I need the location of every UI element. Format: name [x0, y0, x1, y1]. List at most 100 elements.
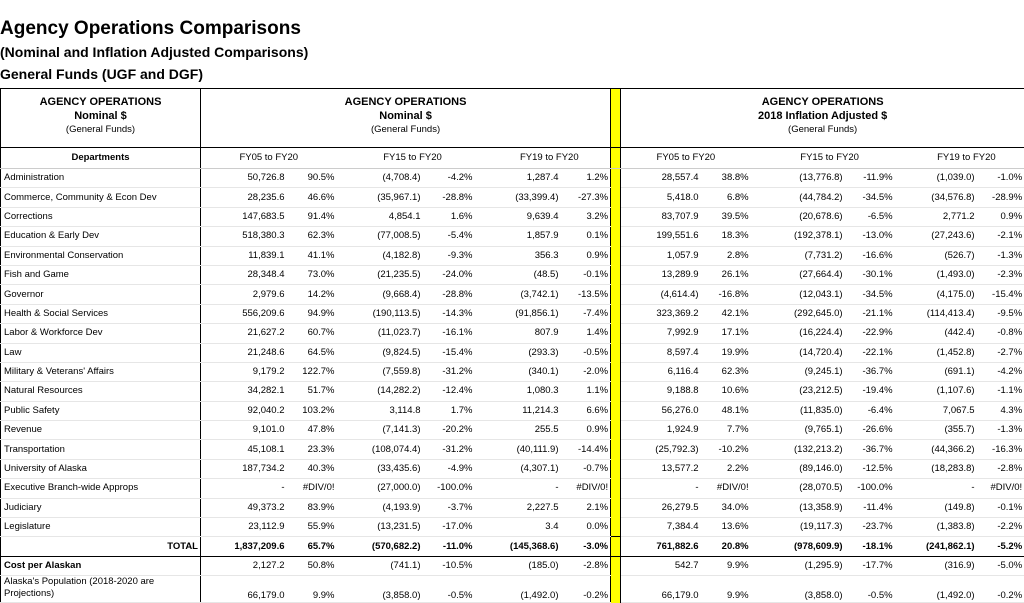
- percent-cell: 51.7%: [287, 382, 337, 401]
- amount-cell: 7,067.5: [909, 401, 977, 420]
- percent-cell: -0.7%: [561, 459, 611, 478]
- percent-cell: -16.1%: [423, 324, 475, 343]
- amount-cell: (4,193.9): [351, 498, 423, 517]
- percent-cell: -24.0%: [423, 265, 475, 284]
- amount-cell: (691.1): [909, 362, 977, 381]
- amount-cell: 187,734.2: [201, 459, 287, 478]
- amount-cell: (114,413.4): [909, 304, 977, 323]
- percent-cell: 39.5%: [701, 207, 751, 226]
- percent-cell: -14.3%: [423, 304, 475, 323]
- amount-cell: (4,708.4): [351, 169, 423, 188]
- percent-cell: 47.8%: [287, 421, 337, 440]
- amount-cell: (1,383.8): [909, 518, 977, 537]
- department-name: Governor: [1, 285, 201, 304]
- percent-cell: -5.0%: [977, 556, 1024, 575]
- amount-cell: 761,882.6: [621, 537, 701, 556]
- percent-cell: 2.2%: [701, 459, 751, 478]
- amount-cell: (21,235.5): [351, 265, 423, 284]
- percent-cell: 6.8%: [701, 188, 751, 207]
- amount-cell: (355.7): [909, 421, 977, 440]
- percent-cell: -1.0%: [977, 169, 1024, 188]
- amount-cell: 7,992.9: [621, 324, 701, 343]
- amount-cell: 13,289.9: [621, 265, 701, 284]
- percent-cell: 94.9%: [287, 304, 337, 323]
- percent-cell: -10.5%: [423, 556, 475, 575]
- percent-cell: -30.1%: [845, 265, 895, 284]
- percent-cell: -1.3%: [977, 246, 1024, 265]
- percent-cell: -3.7%: [423, 498, 475, 517]
- amount-cell: 1,080.3: [489, 382, 561, 401]
- percent-cell: -26.6%: [845, 421, 895, 440]
- percent-cell: -0.2%: [561, 576, 611, 603]
- amount-cell: (192,378.1): [765, 227, 845, 246]
- amount-cell: (89,146.0): [765, 459, 845, 478]
- percent-cell: -34.5%: [845, 285, 895, 304]
- department-name: Public Safety: [1, 401, 201, 420]
- percent-cell: 9.9%: [287, 576, 337, 603]
- right-header: AGENCY OPERATIONS 2018 Inflation Adjuste…: [621, 89, 1024, 148]
- amount-cell: (28,070.5): [765, 479, 845, 498]
- percent-cell: 1.6%: [423, 207, 475, 226]
- percent-cell: -28.8%: [423, 285, 475, 304]
- percent-cell: -11.4%: [845, 498, 895, 517]
- percent-cell: 1.7%: [423, 401, 475, 420]
- middle-header-line2: Nominal $: [203, 109, 608, 123]
- percent-cell: -9.3%: [423, 246, 475, 265]
- percent-cell: -28.9%: [977, 188, 1024, 207]
- amount-cell: (35,967.1): [351, 188, 423, 207]
- department-name: Commerce, Community & Econ Dev: [1, 188, 201, 207]
- amount-cell: 9,179.2: [201, 362, 287, 381]
- percent-cell: 38.8%: [701, 169, 751, 188]
- amount-cell: (11,023.7): [351, 324, 423, 343]
- amount-cell: 13,577.2: [621, 459, 701, 478]
- amount-cell: 2,227.5: [489, 498, 561, 517]
- percent-cell: -0.8%: [977, 324, 1024, 343]
- percent-cell: -34.5%: [845, 188, 895, 207]
- percent-cell: -19.4%: [845, 382, 895, 401]
- percent-cell: -4.2%: [977, 362, 1024, 381]
- amount-cell: (978,609.9): [765, 537, 845, 556]
- amount-cell: 49,373.2: [201, 498, 287, 517]
- amount-cell: (44,366.2): [909, 440, 977, 459]
- period-header: FY05 to FY20: [621, 148, 751, 169]
- percent-cell: 26.1%: [701, 265, 751, 284]
- department-name: Corrections: [1, 207, 201, 226]
- percent-cell: -1.1%: [977, 382, 1024, 401]
- percent-cell: #DIV/0!: [287, 479, 337, 498]
- percent-cell: 4.3%: [977, 401, 1024, 420]
- percent-cell: -4.9%: [423, 459, 475, 478]
- right-header-line3: (General Funds): [623, 123, 1022, 137]
- percent-cell: -31.2%: [423, 362, 475, 381]
- amount-cell: (3,742.1): [489, 285, 561, 304]
- middle-header: AGENCY OPERATIONS Nominal $ (General Fun…: [201, 89, 611, 148]
- percent-cell: -4.2%: [423, 169, 475, 188]
- amount-cell: (1,107.6): [909, 382, 977, 401]
- comparison-table: AGENCY OPERATIONS Nominal $ (General Fun…: [0, 88, 1024, 603]
- percent-cell: -22.9%: [845, 324, 895, 343]
- percent-cell: 46.6%: [287, 188, 337, 207]
- section-header-row: AGENCY OPERATIONS Nominal $ (General Fun…: [1, 89, 1024, 148]
- department-name: Environmental Conservation: [1, 246, 201, 265]
- left-header: AGENCY OPERATIONS Nominal $ (General Fun…: [1, 89, 201, 148]
- amount-cell: (149.8): [909, 498, 977, 517]
- percent-cell: #DIV/0!: [561, 479, 611, 498]
- amount-cell: (23,212.5): [765, 382, 845, 401]
- amount-cell: 45,108.1: [201, 440, 287, 459]
- percent-cell: 23.3%: [287, 440, 337, 459]
- percent-cell: -0.5%: [423, 576, 475, 603]
- amount-cell: (4,307.1): [489, 459, 561, 478]
- amount-cell: (91,856.1): [489, 304, 561, 323]
- percent-cell: -2.0%: [561, 362, 611, 381]
- percent-cell: -7.4%: [561, 304, 611, 323]
- percent-cell: -10.2%: [701, 440, 751, 459]
- percent-cell: 2.8%: [701, 246, 751, 265]
- amount-cell: (292,645.0): [765, 304, 845, 323]
- amount-cell: 50,726.8: [201, 169, 287, 188]
- percent-cell: 40.3%: [287, 459, 337, 478]
